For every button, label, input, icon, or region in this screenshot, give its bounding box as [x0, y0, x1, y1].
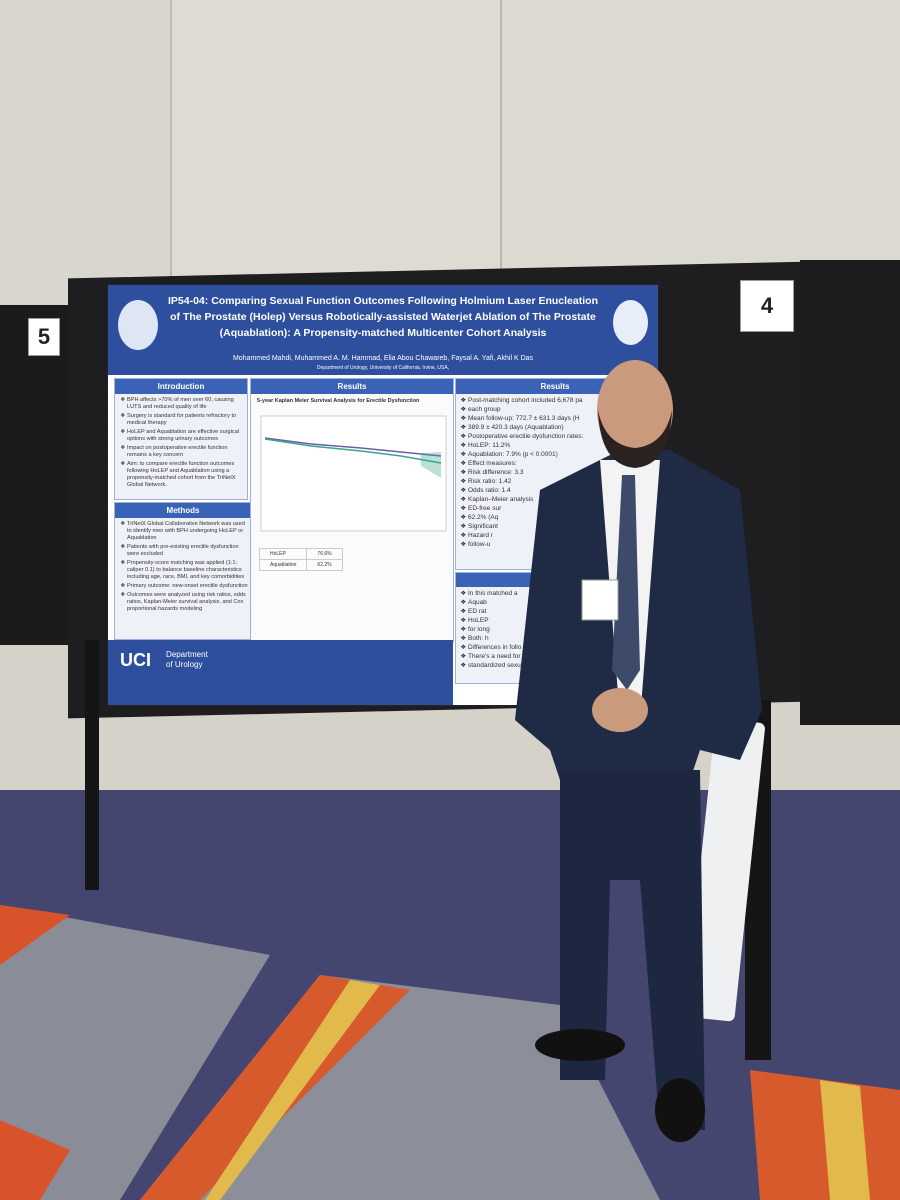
bullet-item: Aquablation: 7.9% (p < 0.0001): [468, 451, 654, 458]
bullet-item: Patients with pre-existing erectile dysf…: [127, 544, 251, 558]
bullet-item: Effect measures:: [468, 460, 654, 467]
table-row: HoLEP 76.6%: [258, 548, 343, 560]
bullet-item: HoLEP and Aquablation are effective surg…: [127, 429, 247, 443]
bullet-item: Mean follow-up: 772.7 ± 631.3 days (H: [468, 415, 654, 422]
board-number: 4: [740, 280, 794, 332]
bullet-item: HoLEP: [468, 617, 654, 624]
bullet-item: 62.2% (Aq: [468, 514, 654, 521]
table-cell: 62.2%: [306, 559, 343, 571]
person: [515, 360, 762, 1142]
section-heading: Results: [251, 379, 453, 394]
board-left: [0, 305, 80, 645]
bullet-item: Post-matching cohort included 6,678 pa: [468, 397, 654, 404]
bullet-item: Odds ratio: 1.4: [468, 487, 654, 494]
poster-footer: UCI Department of Urology: [108, 640, 453, 705]
board-right: [800, 260, 900, 725]
results-table: HoLEP 76.6% Aquablation 62.2%: [258, 548, 343, 571]
methods-box: Methods TriNetX Global Collaborative Net…: [114, 502, 252, 640]
bullet-list: Post-matching cohort included 6,678 pa ea…: [464, 397, 654, 548]
table-cell: HoLEP: [258, 548, 308, 560]
chart-title: 5-year Kaplan Meier Survival Analysis fo…: [257, 398, 420, 404]
results-center-box: Results 5-year Kaplan Meier Survival Ana…: [250, 378, 454, 642]
bullet-item: BPH affects >70% of men over 60, causing…: [127, 397, 247, 411]
bullet-item: Significant: [468, 523, 654, 530]
bullet-item: Impact on postoperative erectile functio…: [127, 445, 247, 459]
uci-logo: UCI: [120, 650, 151, 670]
board-number: 5: [28, 318, 60, 356]
bullet-item: Aim: to compare erectile function outcom…: [127, 461, 247, 489]
bullet-item: Propensity-score matching was applied (1…: [127, 560, 251, 581]
bullet-item: ED-free sur: [468, 505, 654, 512]
university-seal: [118, 300, 158, 350]
wall-panel: [0, 0, 172, 310]
bullet-item: Both: h: [468, 635, 654, 642]
department-name: Department of Urology: [166, 650, 208, 669]
bullet-item: for long: [468, 626, 654, 633]
board-leg: [85, 640, 99, 890]
km-plot-image: [260, 415, 447, 532]
intro-box: Introduction BPH affects >70% of men ove…: [114, 378, 248, 500]
bullet-item: Surgery is standard for patients refract…: [127, 413, 247, 427]
bullet-list: TriNetX Global Collaborative Network was…: [123, 521, 251, 613]
bullet-item: ED rat: [468, 608, 654, 615]
bullet-item: 389.9 ± 420.3 days (Aquablation): [468, 424, 654, 431]
table-row: Aquablation 62.2%: [258, 559, 343, 571]
bullet-item: standardized sexual: [468, 662, 654, 669]
bullet-item: Aquab: [468, 599, 654, 606]
bullet-item: TriNetX Global Collaborative Network was…: [127, 521, 251, 542]
bullet-item: Outcomes were analyzed using risk ratios…: [127, 592, 251, 613]
section-heading: Introduction: [115, 379, 247, 394]
bullet-list: BPH affects >70% of men over 60, causing…: [123, 397, 247, 489]
wall-panel: [172, 0, 502, 300]
bullet-item: HoLEP: 11.2%: [468, 442, 654, 449]
bullet-item: Risk ratio: 1.42: [468, 478, 654, 485]
carpet-pattern: [0, 905, 900, 1200]
bullet-item: Differences in follo: [468, 644, 654, 651]
bullet-item: There's a need for s: [468, 653, 654, 660]
section-heading: Methods: [115, 503, 251, 518]
bullet-item: In this matched a: [468, 590, 654, 597]
bullet-item: Kaplan–Meier analysis: [468, 496, 654, 503]
table-cell: Aquablation: [258, 559, 308, 571]
bullet-item: Postoperative erectile dysfunction rates…: [468, 433, 654, 440]
wall-panel: [502, 0, 900, 280]
bullet-item: Risk difference: 3.3: [468, 469, 654, 476]
affiliation: Department of Urology, University of Cal…: [316, 365, 450, 371]
poster-header: IP54-04: Comparing Sexual Function Outco…: [108, 285, 658, 375]
bullet-item: Hazard r: [468, 532, 654, 539]
bullet-item: follow-u: [468, 541, 654, 548]
bullet-item: Primary outcome: new-onset erectile dysf…: [127, 583, 251, 590]
shell-logo: [613, 300, 648, 345]
bullet-list: In this matched a Aquab ED rat HoLEP for lon…: [464, 590, 654, 669]
table-cell: 76.6%: [306, 548, 343, 560]
poster-title: IP54-04: Comparing Sexual Function Outco…: [168, 295, 598, 339]
authors: Mohammed Mahdi, Muhammed A. M. Hammad, E…: [232, 355, 534, 362]
bullet-item: each group: [468, 406, 654, 413]
